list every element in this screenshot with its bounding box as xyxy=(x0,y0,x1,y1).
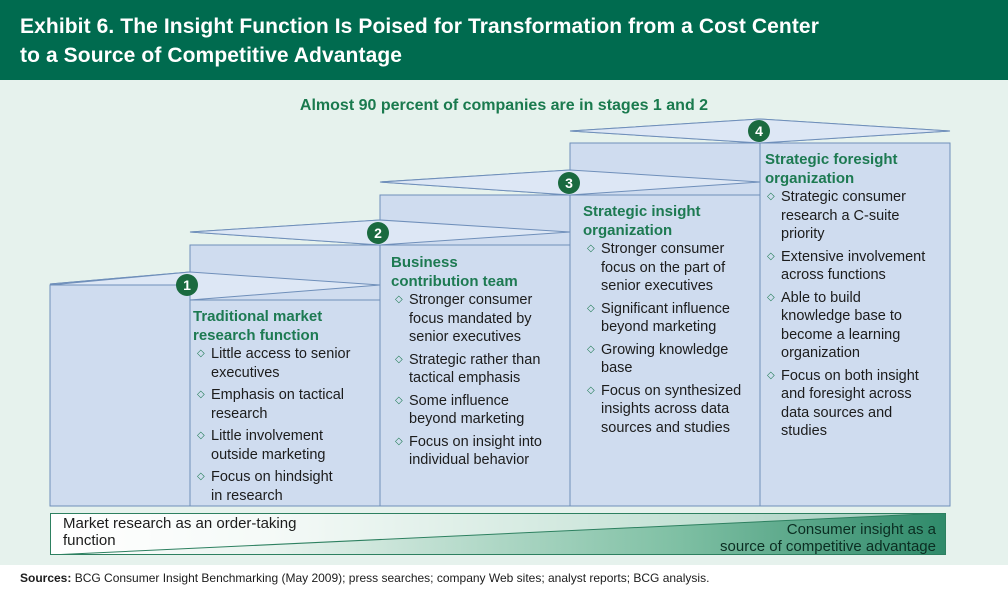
stage-4-title: Strategic foresight organization xyxy=(765,150,898,188)
stage-1-bullets: ◇ Little access to senior executives ◇ Emph… xyxy=(195,345,350,509)
stage-2-title: Business contribution team xyxy=(391,253,518,291)
stage-1-title-line: research function xyxy=(193,327,319,344)
stage-4-badge: 4 xyxy=(748,120,770,142)
sources-label: Sources: xyxy=(20,571,72,585)
stage-3-badge: 3 xyxy=(558,172,580,194)
exhibit-title-line-2: to a Source of Competitive Advantage xyxy=(20,44,403,67)
stage-2-title-line: Business xyxy=(391,254,458,271)
diamond-bullet-icon: ◇ xyxy=(395,353,403,365)
stage-3-face xyxy=(569,194,761,507)
stage-1-number: 1 xyxy=(183,277,191,293)
diamond-bullet-icon: ◇ xyxy=(197,389,205,400)
continuum-bar xyxy=(50,513,946,555)
list-item: ◇ Little involvement outside marketing xyxy=(197,428,326,463)
diamond-bullet-icon: ◇ xyxy=(587,243,595,254)
list-item: ◇ Focus on synthesized insights across dat… xyxy=(587,382,742,436)
list-item: ◇ Focus on hindsight in research xyxy=(197,469,333,504)
continuum-right-label: Consumer insight as a source of competit… xyxy=(720,521,936,555)
list-item: ◇ Emphasis on tactical research xyxy=(197,387,344,422)
exhibit-header: Exhibit 6. The Insight Function Is Poise… xyxy=(0,0,1008,80)
list-item: ◇ Some influence beyond marketing xyxy=(395,392,525,428)
list-item: ◇ Able to build knowledge base to become a … xyxy=(767,289,902,362)
continuum-left-line: Market research as an order-taking xyxy=(63,515,297,532)
list-item: ◇ Little access to senior executives xyxy=(197,346,351,381)
stage-1-title: Traditional market research function xyxy=(193,307,322,345)
sources-note: Sources: BCG Consumer Insight Benchmarki… xyxy=(20,571,709,585)
diamond-bullet-icon: ◇ xyxy=(197,471,205,482)
stage-1-face xyxy=(189,299,381,507)
exhibit-title-line-1: Exhibit 6. The Insight Function Is Poise… xyxy=(20,15,819,38)
diamond-bullet-icon: ◇ xyxy=(767,291,775,303)
list-item: ◇ Significant influence beyond marketing xyxy=(587,300,730,336)
diagram-subtitle: Almost 90 percent of companies are in st… xyxy=(299,97,709,114)
list-item: ◇ Focus on insight into individual behavio… xyxy=(395,433,542,469)
stage-3-title-line: organization xyxy=(583,222,673,239)
diamond-bullet-icon: ◇ xyxy=(767,250,775,262)
continuum-right-line: source of competitive advantage xyxy=(720,538,936,555)
stage-4-title-line: organization xyxy=(765,170,855,187)
continuum-right-line: Consumer insight as a xyxy=(786,521,936,538)
stage-3-bullets: ◇ Stronger consumer focus on the part of se… xyxy=(585,240,741,441)
diamond-bullet-icon: ◇ xyxy=(395,394,403,406)
list-item: ◇ Strategic rather than tactical emphasis xyxy=(395,351,541,387)
diamond-bullet-icon: ◇ xyxy=(587,302,595,314)
stage-1-badge: 1 xyxy=(176,274,198,296)
diamond-bullet-icon: ◇ xyxy=(395,435,403,447)
stage-2-badge: 2 xyxy=(367,222,389,244)
stage-2-bullets: ◇ Stronger consumer focus mandated by senio… xyxy=(393,291,542,474)
stage-3-title-line: Strategic insight xyxy=(583,203,701,220)
continuum-left-line: function xyxy=(63,532,116,549)
list-item: ◇ Stronger consumer focus mandated by senio… xyxy=(395,292,533,345)
stage-2-number: 2 xyxy=(374,225,382,241)
stage-4-face xyxy=(759,142,951,507)
sources-text: BCG Consumer Insight Benchmarking (May 2… xyxy=(71,571,710,585)
diamond-bullet-icon: ◇ xyxy=(587,384,595,396)
stage-4-bullets: ◇ Strategic consumer research a C-suite pri… xyxy=(765,188,925,445)
diamond-bullet-icon: ◇ xyxy=(197,430,205,441)
list-item: ◇ Focus on both insight and foresight acro… xyxy=(767,367,919,440)
diamond-bullet-icon: ◇ xyxy=(767,369,775,381)
continuum-left-label: Market research as an order-taking funct… xyxy=(63,515,296,549)
diamond-bullet-icon: ◇ xyxy=(767,191,775,202)
diamond-bullet-icon: ◇ xyxy=(197,348,205,359)
stage-4-number: 4 xyxy=(755,123,763,139)
diamond-bullet-icon: ◇ xyxy=(587,343,595,355)
stage-4-title-line: Strategic foresight xyxy=(765,151,898,168)
stage-3-number: 3 xyxy=(565,175,573,191)
list-item: ◇ Stronger consumer focus on the part of se… xyxy=(587,241,726,294)
list-item: ◇ Extensive involvement across functions xyxy=(767,248,926,284)
list-item: ◇ Growing knowledge base xyxy=(587,341,729,377)
stage-2-title-line: contribution team xyxy=(391,273,518,290)
stage-3-title: Strategic insight organization xyxy=(583,202,701,240)
step-1-side xyxy=(49,284,191,507)
diamond-bullet-icon: ◇ xyxy=(395,294,403,305)
list-item: ◇ Strategic consumer research a C-suite pri… xyxy=(767,189,906,242)
stage-1-title-line: Traditional market xyxy=(193,308,323,325)
continuum-wedge xyxy=(50,513,946,555)
